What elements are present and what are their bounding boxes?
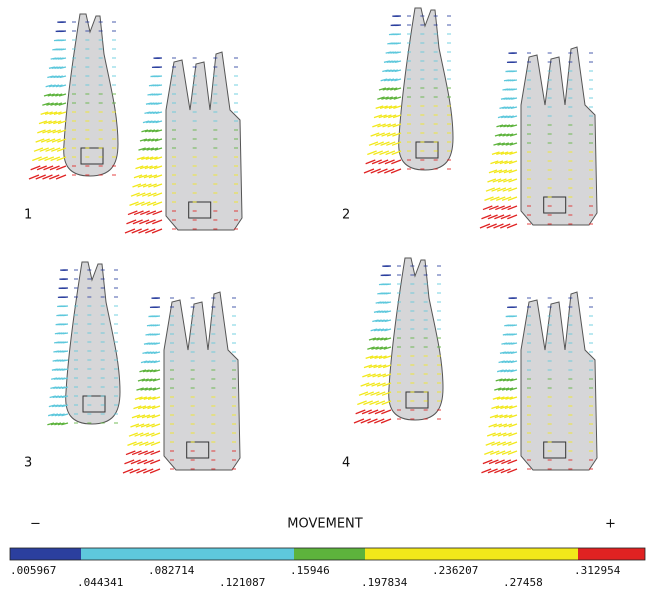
- panel-label: 3: [24, 456, 32, 471]
- vector: [505, 71, 510, 72]
- panel-label: 4: [342, 456, 350, 471]
- vector: [379, 284, 384, 285]
- panel-label: 2: [342, 208, 350, 223]
- tooth: [123, 292, 240, 473]
- panel-label: 1: [24, 208, 32, 223]
- vector: [55, 333, 60, 334]
- vector: [54, 40, 59, 41]
- legend-level: .15946: [290, 564, 330, 577]
- figure: 1 2 3 4 − MOVEMENT + .005967 .044341 .0827…: [0, 0, 652, 593]
- vector: [387, 43, 392, 44]
- vector: [506, 316, 511, 317]
- legend-band: [223, 548, 294, 560]
- tooth-body: [166, 52, 242, 230]
- legend-level: .082714: [148, 564, 195, 577]
- legend-minus: −: [30, 517, 41, 532]
- tooth: [364, 8, 453, 173]
- legend-level: .005967: [10, 564, 56, 577]
- tooth: [481, 292, 597, 473]
- vector: [147, 325, 152, 326]
- tooth-body: [521, 47, 597, 225]
- vector: [504, 325, 509, 326]
- legend-band: [10, 548, 81, 560]
- legend-band: [152, 548, 223, 560]
- legend-level: .312954: [574, 564, 621, 577]
- tooth-body: [66, 262, 120, 424]
- tooth-body: [521, 292, 597, 470]
- tooth: [354, 258, 443, 423]
- legend-level: .197834: [361, 576, 408, 589]
- legend-plus: +: [605, 517, 616, 532]
- tooth-body: [389, 258, 443, 420]
- tooth: [480, 47, 597, 228]
- legend-band: [365, 548, 436, 560]
- tooth-body: [399, 8, 453, 170]
- legend-level: .27458: [503, 576, 543, 589]
- legend-band: [294, 548, 365, 560]
- tooth: [47, 262, 120, 425]
- vector: [503, 334, 508, 335]
- vector: [54, 342, 59, 343]
- vector: [377, 293, 382, 294]
- legend-band: [507, 548, 578, 560]
- vector: [148, 316, 153, 317]
- legend-level: .044341: [77, 576, 123, 589]
- legend-band: [578, 548, 645, 560]
- legend-level: .121087: [219, 576, 265, 589]
- legend-band: [436, 548, 507, 560]
- legend-band: [81, 548, 152, 560]
- vector: [150, 76, 155, 77]
- vector: [52, 49, 57, 50]
- tooth-body: [164, 292, 240, 470]
- vector: [149, 85, 154, 86]
- tooth: [29, 14, 118, 179]
- tooth-body: [64, 14, 118, 176]
- tooth: [125, 52, 242, 233]
- vector: [56, 315, 61, 316]
- legend-level: .236207: [432, 564, 478, 577]
- vector: [56, 324, 61, 325]
- legend-title: MOVEMENT: [287, 517, 362, 532]
- vector: [389, 34, 394, 35]
- vector: [504, 80, 509, 81]
